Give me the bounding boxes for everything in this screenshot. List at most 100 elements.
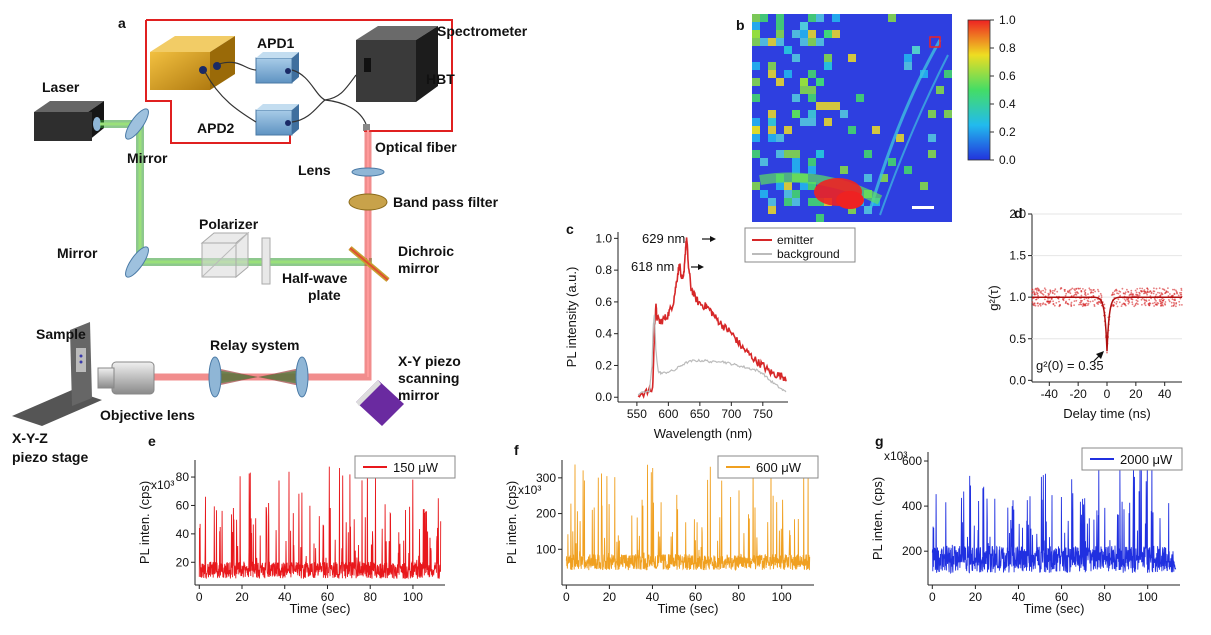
- map-pixel: [792, 198, 800, 206]
- scatter-point: [1080, 290, 1082, 292]
- scatter-point: [1141, 299, 1143, 301]
- map-pixel: [848, 54, 856, 62]
- scatter-point: [1181, 289, 1183, 291]
- scatter-point: [1075, 300, 1077, 302]
- scatter-point: [1116, 301, 1118, 303]
- apd2-label: APD2: [197, 120, 235, 136]
- x-axis-label: Delay time (ns): [1063, 406, 1150, 421]
- scatter-point: [1097, 289, 1099, 291]
- scatter-point: [1124, 298, 1126, 300]
- polarizer-icon: [202, 233, 248, 277]
- y-tick-label: 40: [176, 527, 190, 541]
- map-pixel: [944, 110, 952, 118]
- scatter-point: [1159, 292, 1161, 294]
- apd1-icon: [256, 52, 299, 83]
- map-pixel: [776, 38, 784, 46]
- map-pixel: [808, 86, 816, 94]
- map-pixel: [824, 30, 832, 38]
- scatter-point: [1046, 300, 1048, 302]
- scatter-point: [1156, 304, 1158, 306]
- scatter-point: [1054, 305, 1056, 307]
- map-pixel: [872, 126, 880, 134]
- scatter-point: [1068, 299, 1070, 301]
- map-pixel: [752, 150, 760, 158]
- map-pixel: [792, 158, 800, 166]
- map-pixel: [776, 150, 784, 158]
- scatter-point: [1118, 293, 1120, 295]
- mirror-left-label: Mirror: [57, 245, 98, 261]
- scatter-point: [1149, 304, 1151, 306]
- scatter-point: [1149, 302, 1151, 304]
- map-pixel: [768, 62, 776, 70]
- map-pixel: [792, 30, 800, 38]
- scatter-point: [1082, 288, 1084, 290]
- scatter-point: [1065, 293, 1067, 295]
- scatter-point: [1130, 294, 1132, 296]
- scatter-point: [1131, 298, 1133, 300]
- map-pixel: [840, 110, 848, 118]
- half-wave-label-2: plate: [308, 287, 341, 303]
- panel-c-spectrum: c 550 600 650 700 750 0.0 0.2 0.4 0.6 0.8 1.0 Wavel…: [564, 221, 855, 441]
- map-pixel: [768, 110, 776, 118]
- x-tick-label: 100: [403, 590, 423, 604]
- map-pixel: [816, 14, 824, 22]
- scatter-point: [1031, 289, 1033, 291]
- scatter-point: [1121, 305, 1123, 307]
- scatter-point: [1065, 302, 1067, 304]
- scatter-point: [1180, 298, 1182, 300]
- relay-system-icon: [209, 357, 308, 397]
- scatter-point: [1168, 299, 1170, 301]
- map-pixel: [784, 70, 792, 78]
- scatter-point: [1040, 305, 1042, 307]
- half-wave-plate-icon: [262, 238, 270, 284]
- scatter-point: [1162, 302, 1164, 304]
- map-pixel: [752, 30, 760, 38]
- scatter-point: [1094, 299, 1096, 301]
- scatter-point: [1043, 294, 1045, 296]
- scatter-point: [1054, 288, 1056, 290]
- scatter-point: [1117, 306, 1119, 308]
- scatter-point: [1112, 293, 1114, 295]
- map-pixel: [768, 134, 776, 142]
- map-pixel: [824, 62, 832, 70]
- scale-bar: [912, 206, 934, 209]
- x-tick-label: 0: [929, 590, 936, 604]
- scatter-point: [1132, 303, 1134, 305]
- y-axis-label: PL inten. (cps): [137, 481, 152, 564]
- dichroic-label-2: mirror: [398, 260, 440, 276]
- map-pixel: [760, 14, 768, 22]
- scatter-point: [1080, 301, 1082, 303]
- scatter-point: [1044, 299, 1046, 301]
- map-pixel: [888, 158, 896, 166]
- scatter-point: [1035, 288, 1037, 290]
- relay-system-label: Relay system: [210, 337, 300, 353]
- scatter-point: [1146, 287, 1148, 289]
- map-pixel: [896, 134, 904, 142]
- x-axis-label: Time (sec): [658, 601, 719, 616]
- map-pixel: [768, 118, 776, 126]
- map-pixel: [776, 78, 784, 86]
- x-tick-label: 80: [732, 590, 746, 604]
- colorbar-tick-label: 0.2: [999, 125, 1016, 139]
- chart-f: 0 20 40 60 80 100 100 200 300 Time (sec) PL inten.…: [504, 456, 818, 616]
- scatter-point: [1076, 294, 1078, 296]
- map-pixel: [824, 118, 832, 126]
- dichroic-label-1: Dichroic: [398, 243, 454, 259]
- scatter-point: [1058, 301, 1060, 303]
- scatter-point: [1153, 293, 1155, 295]
- scatter-point: [1175, 305, 1177, 307]
- scatter-point: [1153, 287, 1155, 289]
- scatter-point: [1074, 300, 1076, 302]
- scatter-point: [1151, 292, 1153, 294]
- scatter-point: [1122, 288, 1124, 290]
- panel-g-letter: g: [875, 433, 884, 449]
- legend-label: background: [777, 247, 840, 261]
- x-tick-label: 20: [1129, 387, 1143, 401]
- y-tick-label: 0.0: [595, 390, 612, 404]
- scatter-point: [1178, 301, 1180, 303]
- map-pixel: [800, 22, 808, 30]
- scatter-point: [1160, 301, 1162, 303]
- spectrometer-icon: [356, 26, 438, 102]
- map-pixel: [832, 102, 840, 110]
- y-tick-label: 200: [536, 507, 556, 521]
